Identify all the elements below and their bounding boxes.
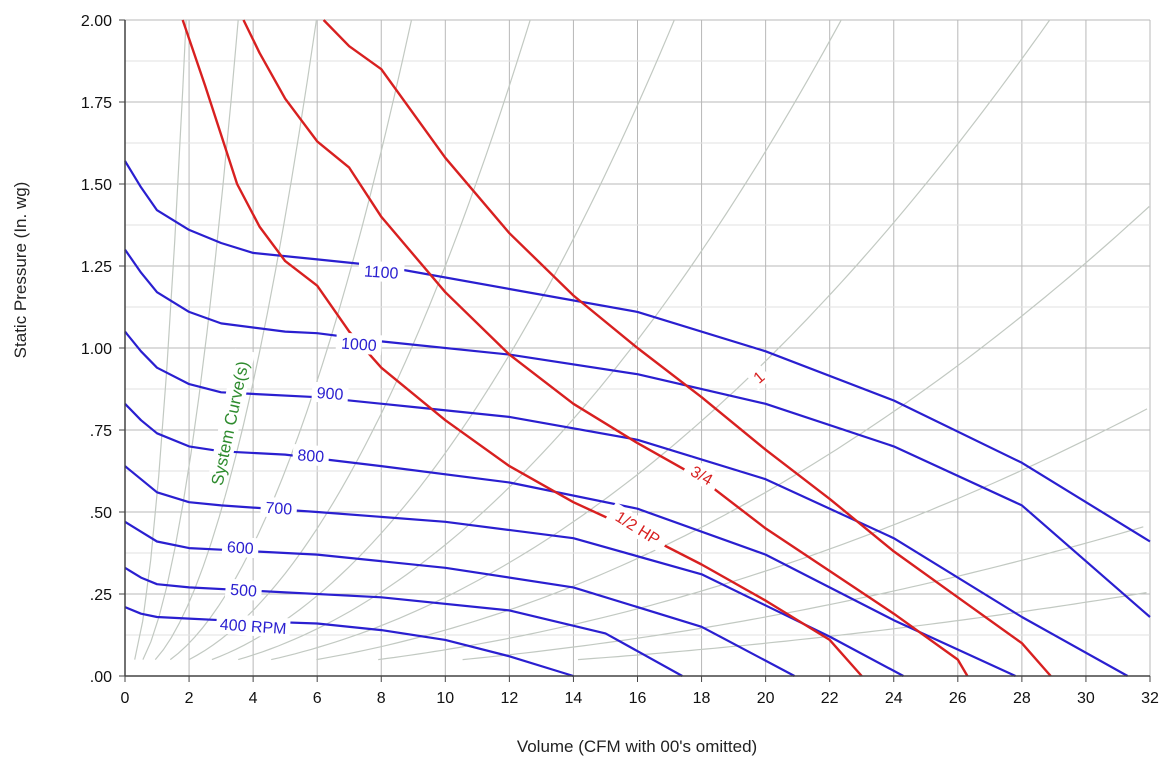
rpm-label-800: 800	[292, 444, 330, 467]
system-curve-8	[316, 206, 1150, 661]
rpm-label-400-text: 400 RPM	[219, 616, 287, 638]
x-tick-label: 22	[821, 690, 839, 707]
x-tick-label: 26	[949, 690, 967, 707]
rpm-label-700: 700	[260, 496, 298, 519]
system-curve-11	[577, 592, 1147, 661]
y-tick-label: 1.25	[81, 259, 112, 276]
x-tick-label: 24	[885, 690, 903, 707]
x-tick-label: 28	[1013, 690, 1031, 707]
rpm-label-700-bg	[260, 496, 298, 519]
rpm-label-400: 400 RPM	[215, 613, 291, 639]
x-tick-label: 30	[1077, 690, 1095, 707]
system-curve-2	[154, 19, 317, 660]
y-axis-title: Static Pressure (In. wg)	[11, 182, 30, 359]
rpm-label-700-text: 700	[265, 500, 293, 519]
x-tick-label: 8	[377, 690, 386, 707]
rpm-label-1000-text: 1000	[340, 335, 377, 354]
x-tick-label: 14	[565, 690, 583, 707]
rpm-curve-900	[124, 330, 1129, 677]
system-curves	[134, 19, 1150, 661]
x-tick-label: 20	[757, 690, 775, 707]
hp-curve-0	[181, 19, 863, 677]
x-tick-label: 2	[185, 690, 194, 707]
system-curve-9	[378, 408, 1148, 661]
rpm-curve-1100	[124, 160, 1151, 543]
y-tick-label: 1.00	[81, 341, 112, 358]
rpm-label-500-text: 500	[230, 582, 258, 601]
tick-labels: 0 2 4 6 8 10 12 14 16 18 20 22 24 26 28 30 32.00.25.50.7…	[81, 13, 1159, 707]
rpm-curve-600	[124, 520, 796, 677]
rpm-label-600-bg	[221, 535, 260, 559]
rpm-label-800-bg	[292, 444, 330, 467]
x-tick-label: 4	[249, 690, 258, 707]
rpm-label-800-text: 800	[297, 447, 325, 466]
y-tick-label: .00	[90, 669, 112, 686]
rpm-label-1000-bg	[335, 332, 383, 356]
rpm-label-1100-bg	[357, 259, 405, 284]
system-curve-6	[238, 19, 842, 661]
system-curve-0	[134, 19, 187, 660]
hp-curve-1	[242, 19, 969, 677]
y-tick-label: 1.75	[81, 95, 112, 112]
hp-label-1-bg	[681, 457, 723, 493]
system-curve-label-bg	[204, 348, 255, 499]
system-curve-5	[211, 19, 675, 661]
x-tick-label: 0	[121, 690, 130, 707]
x-tick-label: 18	[693, 690, 711, 707]
rpm-curve-800	[124, 403, 1016, 677]
hp-curves	[181, 19, 1052, 677]
y-tick-label: .75	[90, 423, 112, 440]
rpm-label-900-bg	[311, 381, 349, 405]
hp-label-0-bg	[605, 502, 671, 554]
rpm-label-900-text: 900	[316, 385, 344, 404]
hp-label-2: 1	[745, 363, 772, 391]
x-tick-label: 16	[629, 690, 647, 707]
rpm-label-600: 600	[221, 535, 260, 559]
rpm-label-400-bg	[215, 613, 291, 639]
rpm-label-900: 900	[311, 381, 349, 405]
rpm-curve-700	[124, 465, 904, 677]
x-axis-title: Volume (CFM with 00's omitted)	[517, 737, 757, 756]
rpm-label-500: 500	[224, 578, 263, 601]
system-curve-10	[462, 526, 1144, 661]
y-tick-label: 2.00	[81, 13, 112, 30]
rpm-label-600-text: 600	[226, 539, 254, 558]
hp-label-2-bg	[745, 363, 772, 391]
system-curve-7	[271, 19, 1051, 661]
x-tick-label: 10	[436, 690, 454, 707]
x-tick-label: 32	[1141, 690, 1159, 707]
axes	[119, 19, 1151, 682]
y-tick-label: 1.50	[81, 177, 112, 194]
rpm-label-1000: 1000	[335, 332, 383, 356]
x-tick-label: 6	[313, 690, 322, 707]
y-tick-label: .25	[90, 587, 112, 604]
rpm-label-1100: 1100	[357, 259, 405, 284]
x-tick-label: 12	[500, 690, 518, 707]
y-tick-label: .50	[90, 505, 112, 522]
rpm-label-1100-text: 1100	[363, 263, 399, 282]
hp-curve-2	[322, 19, 1052, 677]
rpm-label-500-bg	[224, 578, 263, 601]
